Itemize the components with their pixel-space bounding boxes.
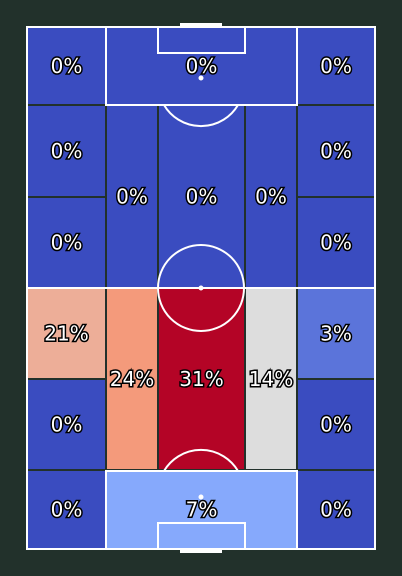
zone-label-bottom-center: 7% [186, 498, 218, 522]
zone-upper-half-right [244, 104, 298, 289]
zone-label-top-center: 0% [186, 54, 218, 78]
bottom-penalty-arc [163, 448, 239, 472]
zone-label-lower-right-2: 0% [320, 413, 352, 437]
zone-label-lower-half-left: 24% [110, 367, 154, 391]
zone-label-lower-left-2: 0% [51, 413, 83, 437]
zone-label-bottom-right: 0% [320, 498, 352, 522]
zone-label-upper-half-right: 0% [255, 185, 287, 209]
zone-label-upper-left-1: 0% [51, 139, 83, 163]
top-goal [180, 23, 222, 28]
top-penalty-arc [163, 104, 239, 128]
zone-label-bottom-left: 0% [51, 498, 83, 522]
zone-label-top-right: 0% [320, 54, 352, 78]
zone-label-lower-right-1: 3% [320, 322, 352, 346]
zone-label-lower-left-1: 21% [44, 322, 88, 346]
zone-lower-right-1 [296, 287, 376, 380]
zone-bottom-right [296, 469, 376, 550]
centre-circle [157, 244, 245, 332]
pitch-lines [26, 23, 376, 553]
bottom-penalty-spot [198, 494, 204, 500]
top-penalty-spot [198, 75, 204, 81]
zone-labels: 0% 0% 0% 0% 0% 0% 0% 0% 0% 0% 21% 3% 24% 31% 14% 0% 0% 0%… [43, 53, 354, 524]
zone-label-upper-right-2: 0% [320, 231, 352, 255]
zone-label-upper-half-left: 0% [116, 185, 148, 209]
zone-label-upper-left-2: 0% [51, 231, 83, 255]
centre-spot [198, 285, 204, 291]
zone-label-top-left: 0% [51, 54, 83, 78]
bottom-goal [180, 548, 222, 553]
zone-top-center [105, 26, 298, 106]
zone-label-lower-half-center: 31% [179, 367, 223, 391]
zone-bottom-center [105, 469, 298, 550]
zones-layer [26, 26, 376, 550]
zone-upper-half-left [105, 104, 159, 289]
zone-label-upper-right-1: 0% [320, 139, 352, 163]
zone-label-lower-half-right: 14% [249, 367, 293, 391]
zone-label-upper-half-center: 0% [186, 185, 218, 209]
zone-lower-right-2 [296, 378, 376, 471]
